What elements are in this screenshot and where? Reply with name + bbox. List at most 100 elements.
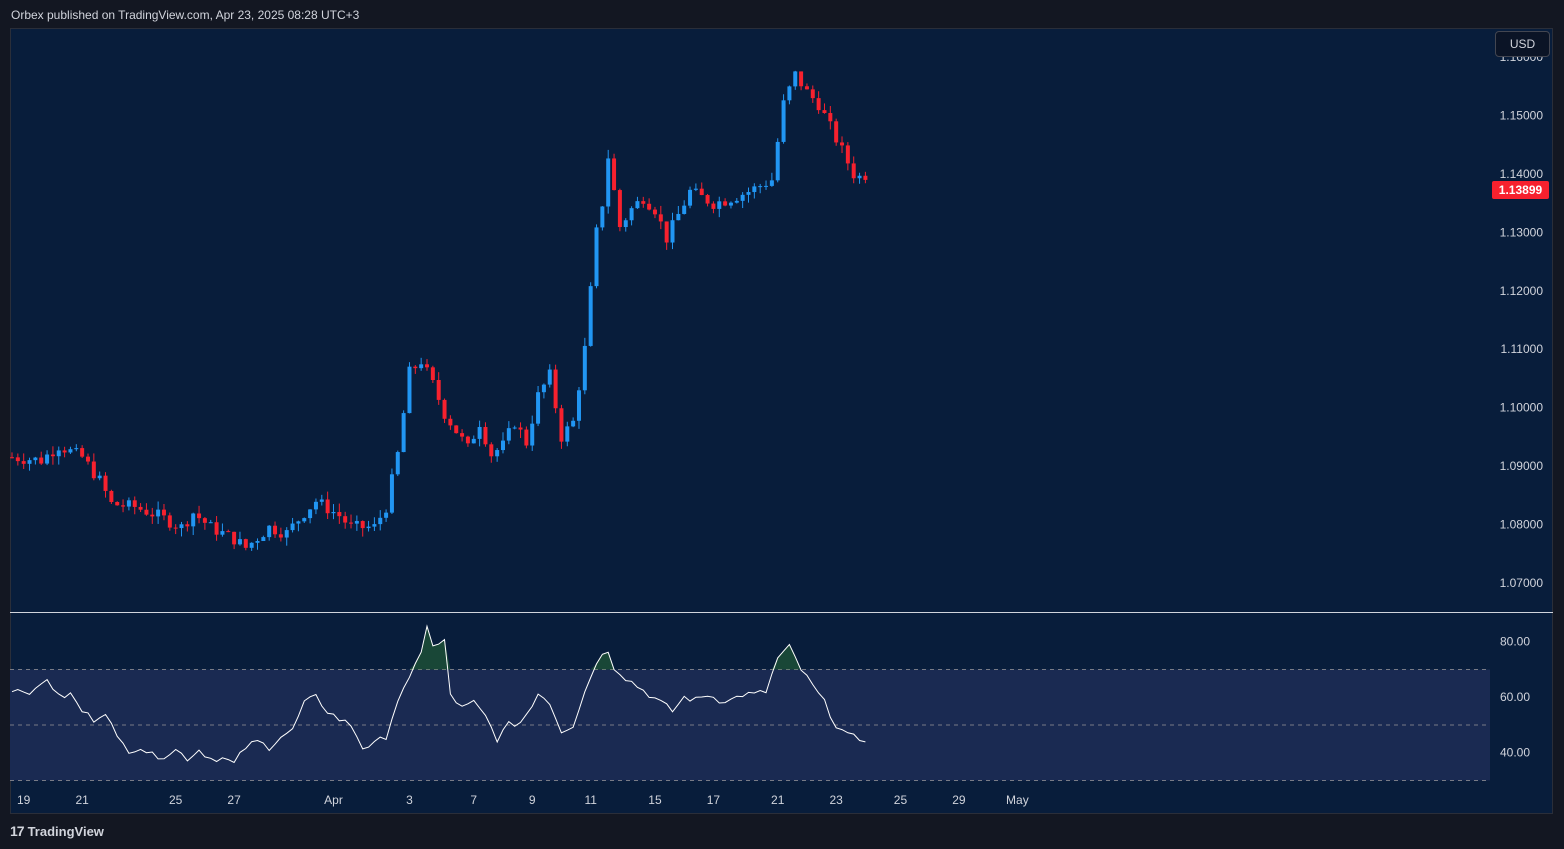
candle-body (68, 449, 73, 453)
candle-body (530, 423, 535, 446)
candle (547, 364, 552, 388)
rsi-overbought-fill (771, 644, 802, 670)
candle-body (711, 203, 716, 209)
candle (366, 520, 371, 532)
time-axis: 19 21 25 27 Apr 3 7 9 11 15 17 21 23 25 29 May (17, 793, 1029, 807)
candle (834, 118, 839, 146)
candle-body (278, 534, 283, 538)
candle (156, 501, 161, 524)
candle-body (33, 457, 38, 461)
candle (863, 171, 868, 184)
candle (413, 365, 418, 374)
price-tick-label: 1.14000 (1500, 167, 1544, 181)
candle (635, 196, 640, 209)
candle (664, 221, 669, 250)
candle (740, 192, 745, 209)
brand-name: TradingView (27, 823, 104, 839)
candle (518, 422, 523, 438)
candle-body (85, 456, 90, 462)
time-tick-label: 17 (707, 793, 721, 807)
rsi-tick-label: 40.00 (1500, 746, 1530, 760)
rsi-tick-label: 60.00 (1500, 690, 1530, 704)
candle-body (454, 425, 459, 434)
candle (191, 512, 196, 536)
candle-body (769, 180, 774, 186)
candle (243, 538, 248, 551)
candle (775, 138, 780, 183)
candle (676, 205, 681, 221)
candle (349, 514, 354, 529)
candle (512, 425, 517, 430)
candle-body (161, 509, 166, 516)
candle (641, 196, 646, 208)
candle-body (202, 518, 207, 523)
candle (629, 206, 634, 226)
candle-body (249, 542, 254, 548)
candle (606, 149, 611, 214)
candle-body (664, 221, 669, 243)
candle (384, 509, 389, 522)
candle-body (764, 185, 769, 187)
candle (571, 417, 576, 428)
candle (56, 446, 61, 465)
candle (150, 507, 155, 524)
time-tick-label: 7 (470, 793, 477, 807)
rsi-line (11, 624, 866, 764)
candle (62, 446, 67, 458)
candle-body (39, 457, 44, 464)
price-tick-label: 1.08000 (1500, 517, 1544, 531)
candle-body (799, 71, 804, 87)
candle-body (156, 509, 161, 517)
candle (495, 448, 500, 462)
candle (688, 186, 693, 209)
candle (407, 362, 412, 414)
candle (799, 71, 804, 91)
candle (588, 282, 593, 347)
price-pane (10, 70, 1553, 613)
candle (734, 198, 739, 204)
candle-body (559, 408, 564, 442)
candle-body (267, 525, 272, 538)
candle-body (21, 461, 26, 464)
candle (536, 385, 541, 427)
candle-body (354, 521, 359, 524)
candle (425, 359, 430, 371)
candle (682, 200, 687, 215)
candle (612, 153, 617, 191)
candle-body (442, 399, 447, 419)
candle-body (512, 427, 517, 429)
candle (378, 510, 383, 531)
candle-body (360, 521, 365, 529)
candle-body (547, 369, 552, 385)
candle-body (115, 501, 120, 506)
candle-body (641, 201, 646, 204)
candle-body (226, 531, 231, 533)
candle-body (220, 531, 225, 535)
candle (711, 201, 716, 214)
candle-body (302, 518, 307, 522)
candle-body (45, 454, 50, 464)
candle-body (179, 524, 184, 529)
candle-body (758, 186, 763, 188)
candle-body (103, 475, 108, 491)
candle (97, 471, 102, 481)
currency-button[interactable]: USD (1495, 31, 1550, 57)
tradingview-brand[interactable]: 17 TradingView (10, 823, 104, 839)
candle (465, 435, 470, 447)
time-tick-label: 25 (169, 793, 183, 807)
time-tick-label: 21 (771, 793, 785, 807)
candle (80, 445, 85, 458)
time-tick-label: 11 (584, 793, 597, 807)
candle (302, 517, 307, 523)
candle-body (845, 145, 850, 164)
candle-body (518, 427, 523, 430)
candle (454, 425, 459, 434)
candle (255, 538, 260, 550)
candle (226, 529, 231, 533)
candle (197, 505, 202, 524)
candle (647, 198, 652, 211)
candle-body (10, 457, 14, 459)
candle-body (652, 209, 657, 215)
time-tick-label: 25 (894, 793, 908, 807)
